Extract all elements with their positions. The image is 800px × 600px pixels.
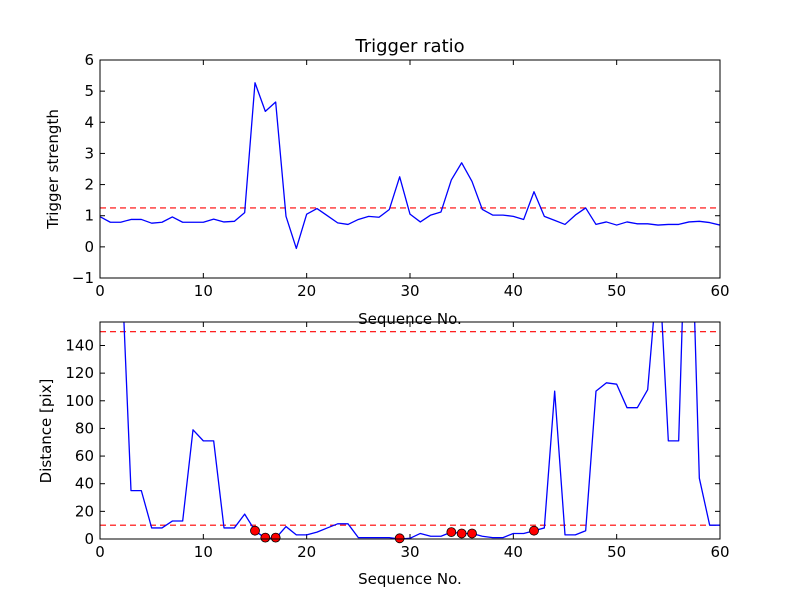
x-tick-label: 30 bbox=[400, 543, 419, 561]
data-point-marker bbox=[529, 525, 539, 536]
series-line bbox=[123, 322, 720, 539]
series-group bbox=[123, 322, 720, 539]
y-tick-label: 40 bbox=[75, 475, 94, 493]
data-point-marker bbox=[456, 528, 467, 539]
y-tick-label: 2 bbox=[84, 176, 94, 194]
y-tick-label: 1 bbox=[84, 207, 94, 225]
x-tick-label: 20 bbox=[297, 282, 316, 300]
x-tick-label: 40 bbox=[504, 282, 523, 300]
y-tick-label: −1 bbox=[72, 269, 94, 287]
y-tick-label: 60 bbox=[75, 447, 94, 465]
y-tick-label: 20 bbox=[75, 502, 94, 520]
data-point-marker bbox=[260, 532, 271, 543]
x-tick-label: 40 bbox=[504, 543, 523, 561]
x-axis-label: Sequence No. bbox=[358, 570, 462, 588]
x-tick-label: 0 bbox=[95, 282, 105, 300]
y-tick-label: 140 bbox=[65, 336, 94, 354]
series-line bbox=[100, 82, 720, 250]
y-tick-label: 120 bbox=[65, 364, 94, 382]
x-tick-label: 50 bbox=[607, 543, 626, 561]
data-point-marker bbox=[250, 525, 260, 536]
data-point-marker bbox=[394, 533, 405, 544]
plot-frame bbox=[99, 59, 721, 279]
y-tick-label: 0 bbox=[84, 530, 94, 548]
y-axis: −1 0 1 2 3 4 5 6 bbox=[72, 51, 720, 287]
y-tick-label: 100 bbox=[65, 392, 94, 410]
x-tick-label: 10 bbox=[194, 543, 213, 561]
x-tick-label: 60 bbox=[710, 282, 729, 300]
distance-chart: 0 10 20 30 40 50 60 0 20 40 60 80 100 120 140 Sequenc… bbox=[37, 321, 730, 588]
reference-lines bbox=[100, 331, 720, 526]
y-tick-label: 6 bbox=[84, 51, 94, 69]
marker-group bbox=[250, 525, 539, 544]
y-axis: 0 20 40 60 80 100 120 140 bbox=[65, 336, 720, 548]
x-tick-label: 20 bbox=[297, 543, 316, 561]
y-tick-label: 3 bbox=[84, 144, 94, 162]
plot-frame bbox=[99, 321, 721, 540]
y-tick-label: 80 bbox=[75, 419, 94, 437]
x-tick-label: 10 bbox=[194, 282, 213, 300]
y-axis-label: Distance [pix] bbox=[37, 379, 55, 484]
x-tick-label: 60 bbox=[710, 543, 729, 561]
x-tick-label: 0 bbox=[95, 543, 105, 561]
y-tick-label: 0 bbox=[84, 238, 94, 256]
data-point-marker bbox=[270, 532, 281, 543]
data-point-marker bbox=[446, 527, 457, 537]
y-tick-label: 4 bbox=[84, 113, 94, 131]
y-tick-label: 5 bbox=[84, 82, 94, 100]
chart-title: Trigger ratio bbox=[354, 36, 464, 57]
y-axis-label: Trigger strength bbox=[44, 109, 62, 230]
data-point-marker bbox=[467, 528, 477, 539]
x-tick-label: 50 bbox=[607, 282, 626, 300]
x-tick-label: 30 bbox=[400, 282, 419, 300]
series-group bbox=[100, 82, 720, 250]
x-axis-label: Sequence No. bbox=[358, 310, 462, 328]
